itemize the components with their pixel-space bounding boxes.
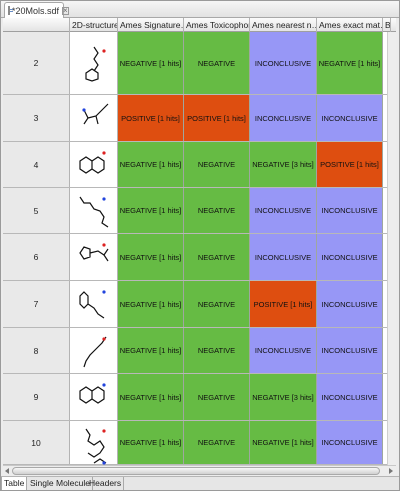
result-cell[interactable]: NEGATIVE xyxy=(184,142,250,187)
horizontal-scrollbar[interactable] xyxy=(3,465,396,476)
table-row[interactable]: 9 NEGATIVE [1 hits] NEGATIVE NEGATIVE [3 hi… xyxy=(3,374,396,421)
column-header-3[interactable]: Ames Toxicophore xyxy=(186,18,250,32)
result-cell[interactable]: INCONCLUSIVE xyxy=(317,281,383,327)
row-number[interactable]: 5 xyxy=(3,188,70,233)
row-number[interactable]: 7 xyxy=(3,281,70,327)
scroll-right-arrow-icon[interactable] xyxy=(389,468,393,474)
result-cell[interactable]: INCONCLUSIVE xyxy=(317,421,383,464)
table-row[interactable]: 10 NEGATIVE [1 hits] NEGATIVE NEGATIVE [1 h… xyxy=(3,421,396,465)
structure-cell[interactable] xyxy=(70,234,118,280)
scroll-left-arrow-icon[interactable] xyxy=(5,468,9,474)
bottom-tab-single-molecule[interactable]: Single Molecule xyxy=(28,477,94,490)
result-cell[interactable]: INCONCLUSIVE xyxy=(250,188,317,233)
table-row[interactable]: 7 NEGATIVE [1 hits] NEGATIVE POSITIVE [1 hi… xyxy=(3,281,396,328)
file-icon xyxy=(8,6,13,15)
result-cell[interactable]: NEGATIVE [1 hits] xyxy=(118,281,184,327)
result-cell[interactable]: NEGATIVE [1 hits] xyxy=(250,421,317,464)
editor-tab-title: *20Mols.sdf xyxy=(12,5,60,16)
result-cell[interactable]: POSITIVE [1 hits] xyxy=(250,281,317,327)
molecule-structure-drawing xyxy=(85,46,106,82)
bottom-tab-table[interactable]: Table xyxy=(1,477,28,490)
row-number[interactable]: 4 xyxy=(3,142,70,187)
result-cell[interactable]: POSITIVE [1 hits] xyxy=(184,95,250,141)
result-cell[interactable]: NEGATIVE [1 hits] xyxy=(118,32,184,94)
molecule-structure-drawing xyxy=(83,336,107,367)
result-cell[interactable]: NEGATIVE [1 hits] xyxy=(118,374,184,420)
column-header-4[interactable]: Ames nearest n… xyxy=(252,18,317,32)
column-header-6[interactable]: B xyxy=(385,18,391,32)
molecule-structure-drawing xyxy=(79,383,106,404)
row-number[interactable]: 9 xyxy=(3,374,70,420)
structure-cell[interactable] xyxy=(70,421,118,464)
bottom-tab-bar: Table Single Molecule Headers xyxy=(1,476,399,490)
result-cell[interactable]: NEGATIVE xyxy=(184,421,250,464)
row-number[interactable]: 8 xyxy=(3,328,70,373)
result-cell[interactable]: NEGATIVE [1 hits] xyxy=(118,188,184,233)
result-cell[interactable]: NEGATIVE [3 hits] xyxy=(250,142,317,187)
structure-cell[interactable] xyxy=(70,142,118,187)
result-cell[interactable]: NEGATIVE [1 hits] xyxy=(118,421,184,464)
molecule-structure-drawing xyxy=(79,196,109,227)
editor-tab-20mols[interactable]: *20Mols.sdf × xyxy=(4,2,69,18)
structure-cell[interactable] xyxy=(70,374,118,420)
row-number[interactable]: 3 xyxy=(3,95,70,141)
column-header-row: 2D-structure Ames Signature… Ames Toxicoph… xyxy=(3,18,396,32)
result-cell[interactable]: INCONCLUSIVE xyxy=(317,328,383,373)
result-cell[interactable]: INCONCLUSIVE xyxy=(317,95,383,141)
column-header-5[interactable]: Ames exact mat… xyxy=(319,18,383,32)
close-icon[interactable]: × xyxy=(62,5,69,15)
molecule-structure-drawing xyxy=(82,103,109,125)
result-cell[interactable]: NEGATIVE [1 hits] xyxy=(317,32,383,94)
molecule-table[interactable]: 2D-structure Ames Signature… Ames Toxicoph… xyxy=(3,18,396,465)
structure-cell[interactable] xyxy=(70,188,118,233)
editor-tab-strip: *20Mols.sdf × xyxy=(1,1,399,18)
table-row[interactable]: 8 NEGATIVE [1 hits] NEGATIVE INCONCLUSIVE IN… xyxy=(3,328,396,374)
molecule-structure-drawing xyxy=(93,457,107,465)
result-cell[interactable]: NEGATIVE xyxy=(184,328,250,373)
table-row[interactable]: 6 NEGATIVE [1 hits] NEGATIVE INCONCLUSIVE IN… xyxy=(3,234,396,281)
result-cell[interactable]: INCONCLUSIVE xyxy=(317,374,383,420)
result-cell[interactable]: NEGATIVE [1 hits] xyxy=(118,234,184,280)
result-cell[interactable]: NEGATIVE xyxy=(184,374,250,420)
result-cell[interactable]: NEGATIVE xyxy=(184,234,250,280)
table-row[interactable]: 3 POSITIVE [1 hits] POSITIVE [1 hits] INCON… xyxy=(3,95,396,142)
structure-cell[interactable] xyxy=(70,32,118,94)
result-cell[interactable]: INCONCLUSIVE xyxy=(317,234,383,280)
result-cell[interactable]: NEGATIVE xyxy=(184,32,250,94)
row-number[interactable]: 10 xyxy=(3,421,70,464)
structure-cell[interactable] xyxy=(70,281,118,327)
result-cell[interactable]: NEGATIVE xyxy=(184,281,250,327)
column-header-0[interactable] xyxy=(3,18,70,32)
structure-cell[interactable] xyxy=(70,328,118,373)
table-row[interactable]: 4 NEGATIVE [1 hits] NEGATIVE NEGATIVE [3 hi… xyxy=(3,142,396,188)
result-cell[interactable]: POSITIVE [1 hits] xyxy=(317,142,383,187)
row-number[interactable]: 6 xyxy=(3,234,70,280)
structure-cell[interactable] xyxy=(70,95,118,141)
result-cell[interactable]: INCONCLUSIVE xyxy=(250,234,317,280)
bottom-tab-headers[interactable]: Headers xyxy=(87,477,125,490)
result-cell[interactable]: INCONCLUSIVE xyxy=(250,95,317,141)
scroll-thumb[interactable] xyxy=(12,467,380,475)
result-cell[interactable]: NEGATIVE xyxy=(184,188,250,233)
row-number[interactable]: 2 xyxy=(3,32,70,94)
result-cell[interactable]: INCONCLUSIVE xyxy=(250,32,317,94)
result-cell[interactable]: NEGATIVE [3 hits] xyxy=(250,374,317,420)
molecule-structure-drawing xyxy=(79,290,106,319)
result-cell[interactable]: NEGATIVE [1 hits] xyxy=(118,142,184,187)
column-header-2[interactable]: Ames Signature… xyxy=(120,18,184,32)
result-cell[interactable]: NEGATIVE [1 hits] xyxy=(118,328,184,373)
molecule-structure-drawing xyxy=(79,243,109,262)
molecule-structure-drawing xyxy=(85,428,106,458)
vertical-scrollbar[interactable] xyxy=(387,32,396,465)
result-cell[interactable]: INCONCLUSIVE xyxy=(317,188,383,233)
molecule-structure-drawing xyxy=(79,150,106,174)
table-row[interactable]: 5 NEGATIVE [1 hits] NEGATIVE INCONCLUSIVE IN… xyxy=(3,188,396,234)
column-header-1[interactable]: 2D-structure xyxy=(72,18,118,32)
table-row[interactable]: 2 NEGATIVE [1 hits] NEGATIVE INCONCLUSIVE NE… xyxy=(3,32,396,95)
result-cell[interactable]: INCONCLUSIVE xyxy=(250,328,317,373)
result-cell[interactable]: POSITIVE [1 hits] xyxy=(118,95,184,141)
